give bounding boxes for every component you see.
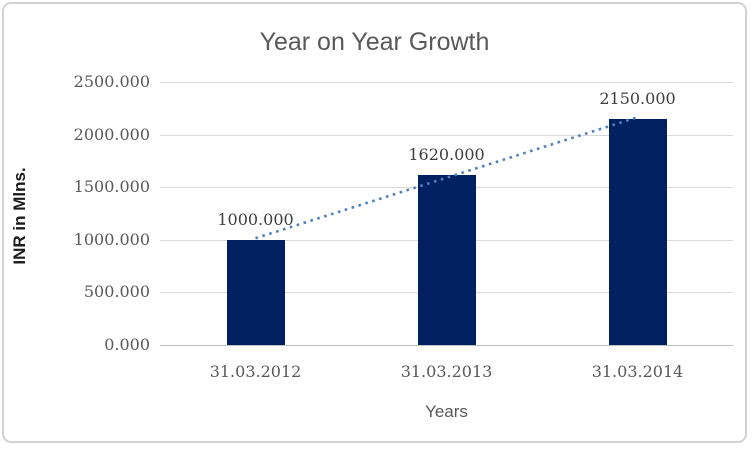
x-tick-label: 31.03.2014 xyxy=(591,362,684,381)
gridline xyxy=(160,82,733,83)
data-label: 1000.000 xyxy=(217,209,294,229)
bar xyxy=(226,239,285,345)
trendline xyxy=(255,116,638,240)
x-tick-label: 31.03.2013 xyxy=(400,362,493,381)
bar xyxy=(417,174,476,345)
y-tick-label: 2000.000 xyxy=(73,124,150,144)
plot-area: 1000.000 1620.000 2150.000 xyxy=(160,82,733,346)
x-axis-line xyxy=(160,345,733,346)
y-tick-label: 500.000 xyxy=(83,282,150,302)
chart-window: Year on Year Growth INR in Mlns. 0.000 50… xyxy=(2,2,747,443)
y-tick-label: 0.000 xyxy=(104,335,150,354)
gridline xyxy=(160,134,733,136)
y-axis-title: INR in Mlns. xyxy=(10,167,29,265)
data-label: 1620.000 xyxy=(408,144,485,164)
x-tick-label: 31.03.2012 xyxy=(209,362,302,381)
y-tick-label: 1000.000 xyxy=(73,229,150,249)
x-axis-title: Years xyxy=(425,402,468,421)
y-tick-label: 2500.000 xyxy=(73,72,150,91)
data-label: 2150.000 xyxy=(599,88,676,108)
bar xyxy=(608,118,667,345)
chart-title: Year on Year Growth xyxy=(259,28,490,56)
trendline-path xyxy=(255,116,638,240)
y-tick-label: 1500.000 xyxy=(73,177,150,197)
